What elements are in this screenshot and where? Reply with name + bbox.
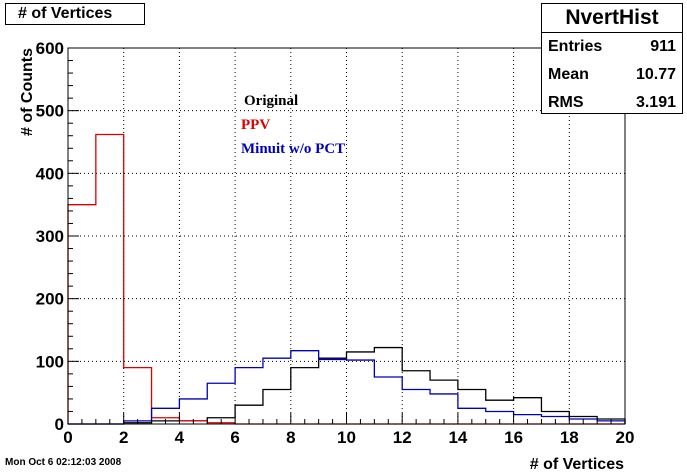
y-axis-label: # of Counts: [19, 48, 36, 136]
legend-entry-original: Original: [244, 93, 298, 109]
timestamp: Mon Oct 6 02:12:03 2008: [5, 457, 122, 468]
x-tick-label: 6: [230, 428, 239, 447]
x-axis-label: # of Vertices: [530, 456, 624, 472]
stats-histogram-name: NvertHist: [542, 4, 682, 33]
stats-row-entries: Entries 911: [542, 33, 682, 61]
legend-entry-ppv: PPV: [241, 117, 270, 133]
x-tick-label: 16: [504, 428, 523, 447]
series-line-2: [68, 350, 626, 425]
x-tick-label: 20: [616, 428, 635, 447]
y-tick-label: 100: [36, 352, 64, 371]
stats-label: RMS: [548, 94, 584, 111]
x-tick-label: 14: [448, 428, 467, 447]
x-tick-label: 18: [560, 428, 579, 447]
legend-entry-minuit: Minuit w/o PCT: [241, 141, 345, 157]
stats-label: Entries: [548, 38, 603, 55]
x-tick-label: 4: [175, 428, 185, 447]
y-tick-label: 300: [36, 227, 64, 246]
plot-title: # of Vertices: [5, 3, 145, 25]
legend: Original PPV Minuit w/o PCT: [241, 93, 345, 157]
y-tick-label: 0: [55, 415, 64, 434]
y-tick-label: 600: [36, 39, 64, 58]
stats-row-rms: RMS 3.191: [542, 89, 682, 117]
x-tick-label: 10: [337, 428, 356, 447]
x-tick-label: 12: [393, 428, 412, 447]
stats-row-mean: Mean 10.77: [542, 61, 682, 89]
stats-value: 3.191: [635, 94, 676, 111]
stats-value: 10.77: [635, 66, 676, 83]
grid-lines: [68, 48, 625, 424]
y-tick-label: 500: [36, 102, 64, 121]
stats-box: NvertHist Entries 911 Mean 10.77 RMS 3.1…: [541, 3, 683, 114]
stats-label: Mean: [548, 66, 589, 83]
x-tick-label: 0: [63, 428, 72, 447]
stats-value: 911: [650, 38, 676, 55]
x-tick-label: 2: [119, 428, 128, 447]
y-tick-label: 200: [36, 290, 64, 309]
x-tick-label: 8: [286, 428, 295, 447]
y-tick-label: 400: [36, 164, 64, 183]
